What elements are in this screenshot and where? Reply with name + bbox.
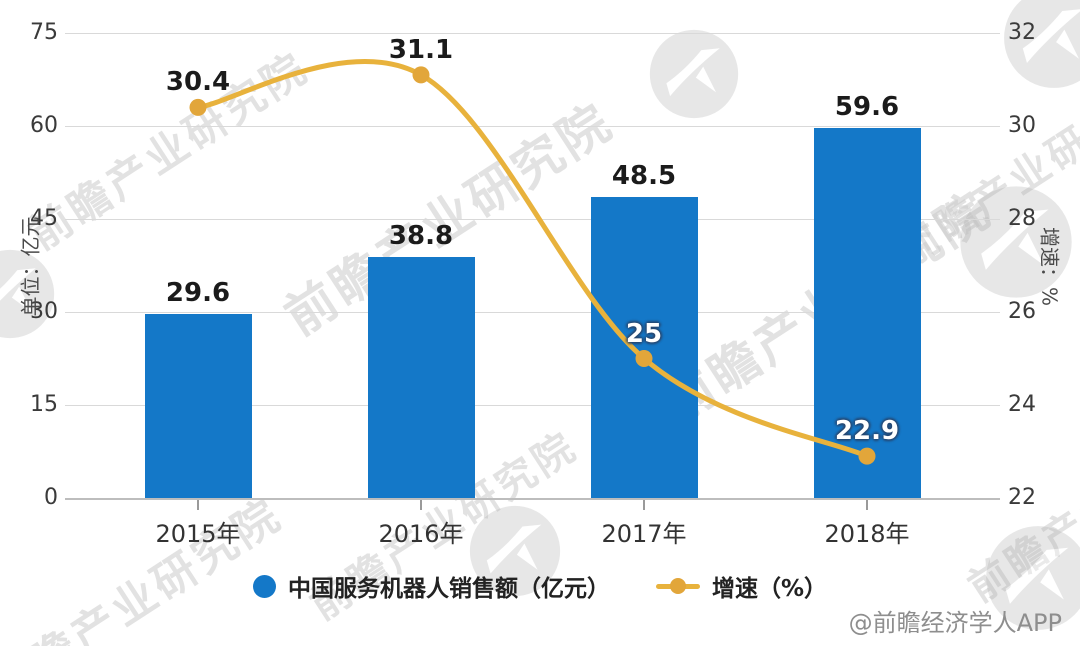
legend: 中国服务机器人销售额（亿元） 增速（%）	[0, 568, 1080, 604]
left-axis-tick-label: 30	[30, 299, 58, 324]
legend-bar-label: 中国服务机器人销售额（亿元）	[287, 576, 610, 602]
line-point-marker-icon	[189, 98, 207, 116]
bar-series-swatch-icon	[252, 574, 276, 598]
gridline	[65, 125, 1000, 127]
legend-item-growth: 增速（%）	[655, 569, 828, 603]
left-axis-tick-label: 0	[44, 485, 58, 510]
right-axis-tick-label: 30	[1008, 113, 1036, 138]
line-value-label: 22.9	[834, 416, 900, 447]
line-value-label: 25	[625, 318, 663, 349]
right-axis-title: 增速：%	[1037, 226, 1062, 306]
x-axis-tick	[420, 500, 422, 510]
line-point-marker-icon	[412, 66, 430, 84]
source-credit: @前瞻经济学人APP	[848, 609, 1062, 637]
x-axis-line	[65, 497, 1000, 500]
x-axis-tick	[643, 500, 645, 510]
x-axis-label: 2017年	[601, 520, 687, 548]
growth-line	[195, 59, 870, 459]
bar-value-label: 38.8	[388, 221, 454, 252]
x-axis-label: 2016年	[378, 520, 464, 548]
bar-value-label: 48.5	[611, 161, 677, 192]
left-axis-tick-label: 60	[30, 113, 58, 138]
left-axis-tick-label: 75	[30, 20, 58, 45]
bar	[813, 128, 921, 498]
line-point-marker-icon	[635, 350, 653, 367]
line-value-label: 31.1	[388, 34, 454, 65]
gridline	[65, 311, 1000, 313]
right-axis-tick-label: 24	[1008, 392, 1036, 417]
x-axis-tick	[197, 500, 199, 510]
right-axis-tick-label: 28	[1008, 206, 1036, 231]
bar	[590, 197, 698, 498]
left-axis-tick-label: 15	[30, 392, 58, 417]
left-axis-tick-label: 45	[30, 206, 58, 231]
gridline	[65, 32, 1000, 34]
gridline	[65, 404, 1000, 406]
gridline	[65, 218, 1000, 220]
line-series-swatch-icon	[655, 578, 700, 594]
x-axis-label: 2015年	[155, 520, 241, 548]
line-value-label: 30.4	[165, 67, 231, 98]
line-point-marker-icon	[858, 447, 876, 465]
left-axis-title: 单位：亿元	[18, 216, 43, 317]
bar-value-label: 59.6	[834, 92, 900, 123]
right-axis-tick-label: 32	[1008, 20, 1036, 45]
legend-item-sales: 中国服务机器人销售额（亿元）	[252, 569, 610, 603]
x-axis-label: 2018年	[824, 520, 910, 548]
x-axis-tick	[866, 500, 868, 510]
bar	[144, 314, 252, 498]
right-axis-tick-label: 26	[1008, 299, 1036, 324]
bar-value-label: 29.6	[165, 278, 231, 309]
bar	[367, 257, 475, 498]
legend-line-label: 增速（%）	[711, 576, 828, 602]
right-axis-tick-label: 22	[1008, 485, 1036, 510]
line-marker-icon	[669, 578, 686, 594]
